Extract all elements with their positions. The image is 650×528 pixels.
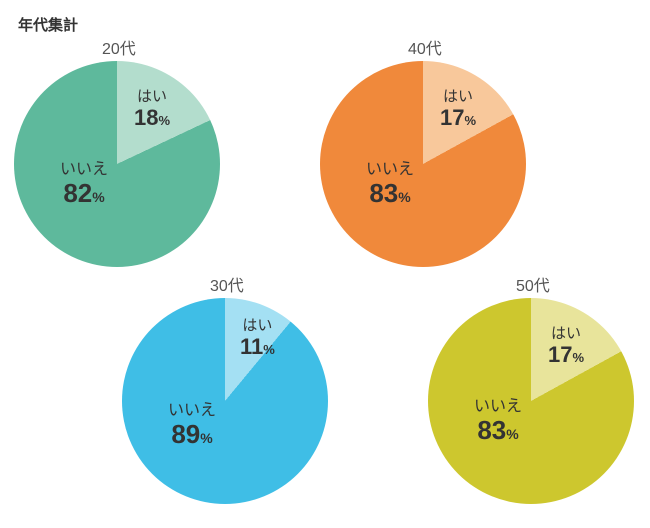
label-no-text-age20: いいえ <box>60 161 108 179</box>
pie-group-age40: 40代はい17%いいえ83% <box>320 35 534 281</box>
pie-group-age20: 20代はい18%いいえ82% <box>14 35 228 281</box>
page-title: 年代集計 <box>18 14 78 35</box>
label-yes-num-age40: 17 <box>440 105 464 130</box>
pie-group-age50: 50代はい17%いいえ83% <box>428 272 642 518</box>
pct-suffix: % <box>464 113 476 128</box>
chart-page: 年代集計 20代はい18%いいえ82%40代はい17%いいえ83%30代はい11… <box>0 0 650 528</box>
label-yes-num-age50: 17 <box>548 342 572 367</box>
pct-suffix: % <box>572 350 584 365</box>
label-yes-value-age20: 18% <box>134 112 170 129</box>
pie-title-age30: 30代 <box>210 272 244 296</box>
pie-age30 <box>122 298 328 504</box>
pie-title-age20: 20代 <box>102 35 136 59</box>
label-yes-value-age50: 17% <box>548 349 584 366</box>
label-yes-text-age50: はい <box>548 326 584 343</box>
label-yes-value-age30: 11% <box>240 341 275 358</box>
pct-suffix: % <box>92 189 104 205</box>
label-no-text-age40: いいえ <box>366 161 414 179</box>
label-no-value-age30: 89% <box>171 430 212 447</box>
label-no-num-age20: 82 <box>63 178 92 208</box>
label-yes-text-age40: はい <box>440 89 476 106</box>
label-yes-num-age30: 11 <box>240 334 263 359</box>
pct-suffix: % <box>158 113 170 128</box>
label-no-text-age30: いいえ <box>168 402 216 420</box>
label-yes-age40: はい17% <box>440 89 476 130</box>
label-yes-age20: はい18% <box>134 89 170 130</box>
pct-suffix: % <box>506 426 518 442</box>
label-no-value-age40: 83% <box>369 189 410 206</box>
pie-age20 <box>14 61 220 267</box>
pie-age50 <box>428 298 634 504</box>
label-no-num-age30: 89 <box>171 419 200 449</box>
label-no-num-age50: 83 <box>477 415 506 445</box>
label-yes-age50: はい17% <box>548 326 584 367</box>
label-yes-text-age20: はい <box>134 89 170 106</box>
label-no-age20: いいえ82% <box>60 161 108 207</box>
label-no-value-age20: 82% <box>63 189 104 206</box>
pie-group-age30: 30代はい11%いいえ89% <box>122 272 336 518</box>
label-yes-text-age30: はい <box>240 318 275 335</box>
pct-suffix: % <box>263 342 275 357</box>
label-no-age30: いいえ89% <box>168 402 216 448</box>
pie-age40 <box>320 61 526 267</box>
pct-suffix: % <box>398 189 410 205</box>
label-no-value-age50: 83% <box>477 426 518 443</box>
pie-title-age40: 40代 <box>408 35 442 59</box>
label-yes-num-age20: 18 <box>134 105 158 130</box>
label-no-text-age50: いいえ <box>474 398 522 416</box>
pct-suffix: % <box>200 430 212 446</box>
label-no-num-age40: 83 <box>369 178 398 208</box>
pie-title-age50: 50代 <box>516 272 550 296</box>
label-yes-value-age40: 17% <box>440 112 476 129</box>
label-no-age40: いいえ83% <box>366 161 414 207</box>
label-no-age50: いいえ83% <box>474 398 522 444</box>
label-yes-age30: はい11% <box>240 318 275 359</box>
